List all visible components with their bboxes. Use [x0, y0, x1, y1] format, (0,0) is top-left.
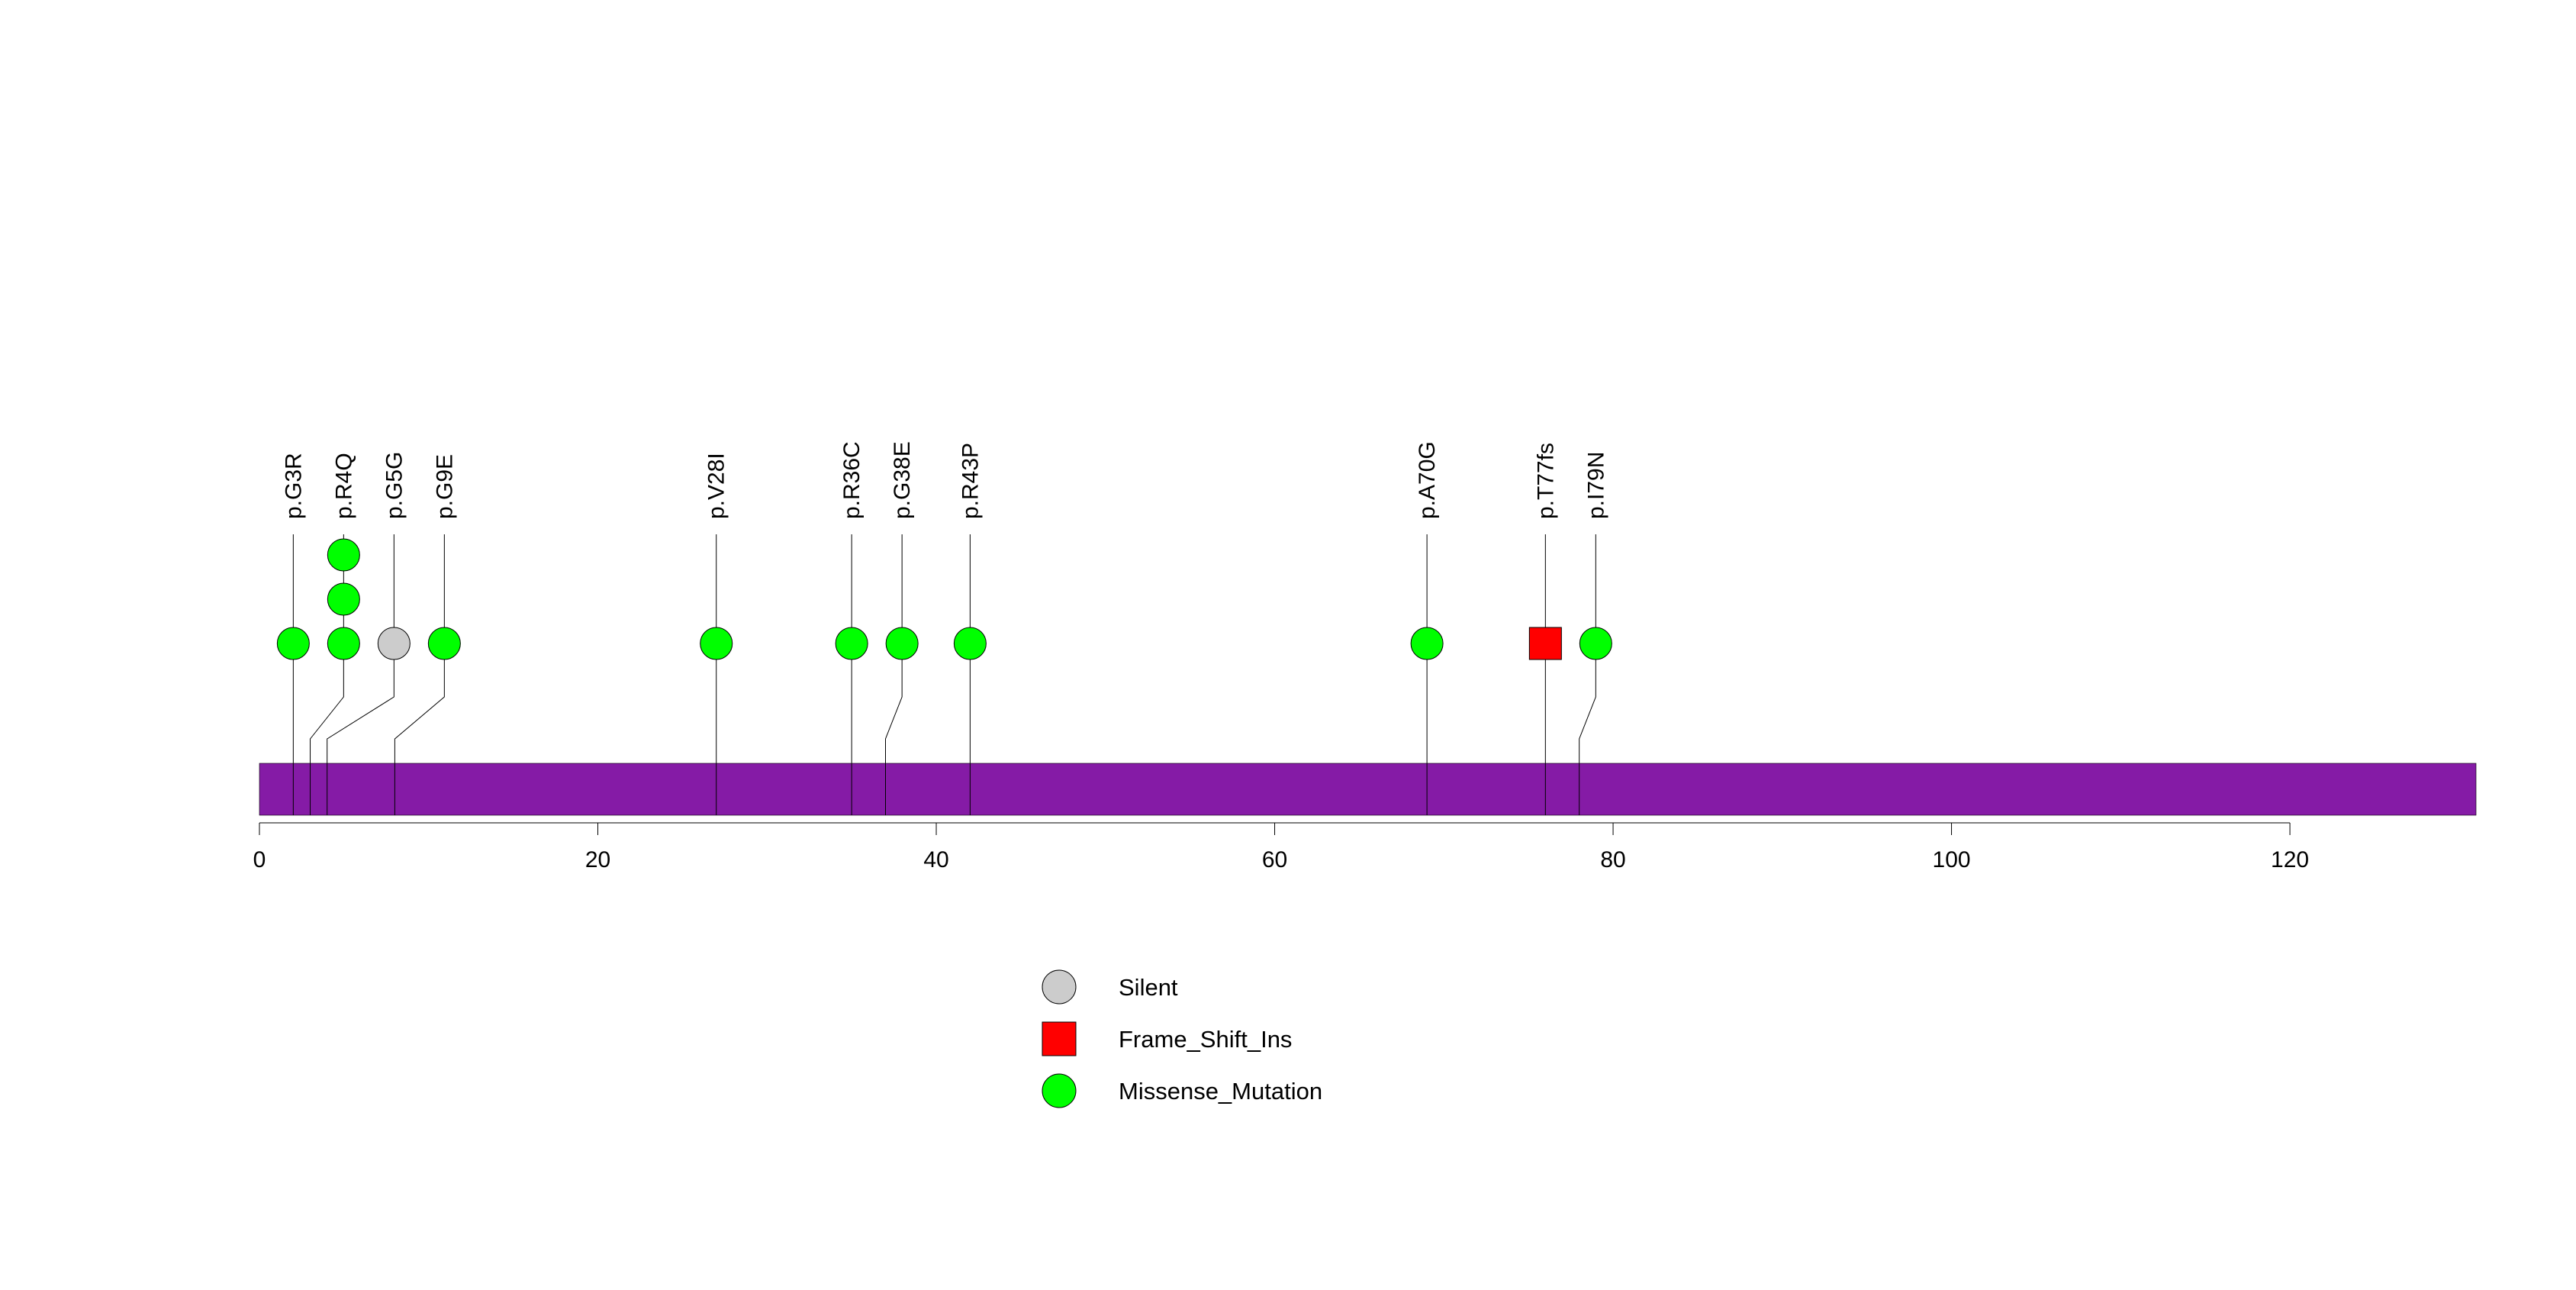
missense-marker	[327, 627, 360, 660]
frameshift-marker	[1528, 627, 1562, 660]
legend-swatch	[1042, 1021, 1077, 1056]
connector-lines	[292, 534, 1596, 763]
mutation-label: p.I79N	[1583, 452, 1608, 519]
legend-swatch	[1042, 969, 1077, 1005]
mutation-label: p.R36C	[839, 441, 865, 519]
mutation-labels: p.G3R p.R4Q p.G5G p.G9E p.V28I p.R36C p.G38E p.…	[281, 441, 1608, 519]
mutation-stem	[394, 534, 445, 763]
mutation-label: p.G38E	[890, 441, 915, 519]
missense-marker	[953, 627, 987, 660]
legend: Silent Frame_Shift_Ins Missense_Mutation	[1042, 969, 1322, 1108]
missense-marker	[327, 538, 360, 572]
mutation-label: p.A70G	[1415, 441, 1440, 519]
x-tick-label: 20	[585, 847, 610, 872]
missense-marker	[427, 627, 461, 660]
mutation-label: p.G5G	[382, 452, 407, 519]
x-axis: 0 20 40 60 80 100 120	[253, 822, 2309, 872]
position-marks	[292, 763, 1580, 815]
mutation-label: p.G3R	[281, 453, 306, 519]
legend-label: Missense_Mutation	[1119, 1078, 1322, 1105]
mutation-label: p.R4Q	[331, 453, 356, 519]
x-tick-label: 0	[253, 847, 266, 872]
missense-marker	[885, 627, 919, 660]
mutation-label: p.G9E	[432, 454, 457, 519]
silent-marker	[377, 627, 411, 660]
missense-marker	[1579, 627, 1612, 660]
mutation-stem	[327, 534, 394, 763]
x-tick-label: 120	[2271, 847, 2309, 872]
legend-swatch	[1042, 1073, 1077, 1108]
mutation-label: p.R43P	[958, 443, 983, 519]
mutation-markers	[276, 538, 1612, 660]
missense-marker	[1410, 627, 1444, 660]
mutation-stem	[884, 534, 903, 763]
x-tick-label: 80	[1600, 847, 1625, 872]
mutation-stem	[1579, 534, 1596, 763]
missense-marker	[327, 582, 360, 616]
x-tick-label: 60	[1262, 847, 1287, 872]
protein-backbone	[259, 763, 2477, 816]
x-tick-label: 40	[923, 847, 948, 872]
missense-marker	[835, 627, 868, 660]
legend-label: Frame_Shift_Ins	[1119, 1026, 1292, 1053]
missense-marker	[700, 627, 733, 660]
mutation-label: p.T77fs	[1533, 443, 1558, 519]
x-tick-label: 100	[1933, 847, 1971, 872]
missense-marker	[276, 627, 310, 660]
legend-label: Silent	[1119, 974, 1178, 1001]
mutation-label: p.V28I	[704, 453, 729, 519]
